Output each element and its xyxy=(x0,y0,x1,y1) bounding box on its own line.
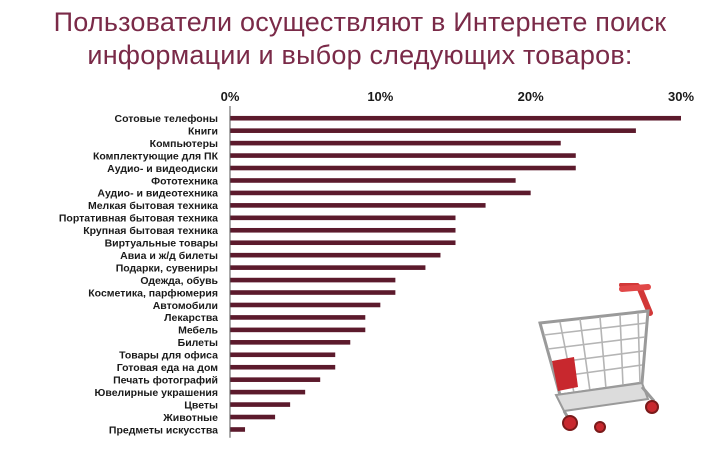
bar xyxy=(230,190,531,196)
category-label: Авиа и ж/д билеты xyxy=(120,250,218,262)
bar xyxy=(230,128,636,133)
category-label: Животные xyxy=(162,412,218,424)
category-label: Книги xyxy=(188,125,218,137)
bar xyxy=(230,315,366,320)
bar xyxy=(230,240,456,246)
bar xyxy=(230,340,351,345)
category-label: Компьютеры xyxy=(150,138,218,150)
bar xyxy=(230,389,306,395)
category-label: Крупная бытовая техника xyxy=(83,225,218,237)
category-label: Виртуальные товары xyxy=(105,238,218,250)
bar xyxy=(230,402,291,407)
bar xyxy=(230,215,456,221)
bar xyxy=(230,153,576,158)
bar xyxy=(230,140,561,146)
category-label: Печать фотографий xyxy=(113,374,218,386)
x-axis-ticks: 0% 10% 20% 30% xyxy=(221,89,695,104)
category-label: Аудио- и видеотехника xyxy=(97,188,218,200)
category-label: Подарки, сувениры xyxy=(116,262,218,274)
category-labels: Сотовые телефоныКнигиКомпьютерыКомплекту… xyxy=(59,113,219,436)
bar xyxy=(230,203,486,208)
x-tick-label: 10% xyxy=(367,89,393,104)
bar xyxy=(230,227,456,233)
x-tick-label: 30% xyxy=(668,89,694,104)
category-label: Цветы xyxy=(184,399,218,411)
category-label: Предметы искусства xyxy=(109,424,218,436)
category-label: Портативная бытовая техника xyxy=(59,213,218,225)
page-title: Пользователи осуществляют в Интернете по… xyxy=(0,6,720,72)
category-label: Готовая еда на дом xyxy=(117,362,219,374)
category-label: Мелкая бытовая техника xyxy=(88,200,218,212)
bars xyxy=(230,115,681,432)
bar xyxy=(230,290,396,295)
x-tick-label: 0% xyxy=(221,89,240,104)
title-line-2: информации и выбор следующих товаров: xyxy=(87,40,633,70)
category-label: Мебель xyxy=(178,325,218,337)
bar xyxy=(230,302,381,308)
bar xyxy=(230,277,396,283)
bar xyxy=(230,265,426,270)
category-label: Автомобили xyxy=(153,300,218,312)
bar xyxy=(230,427,246,432)
category-label: Ювелирные украшения xyxy=(95,387,218,399)
category-label: Аудио- и видеодиски xyxy=(107,163,218,175)
bar xyxy=(230,115,681,121)
category-label: Сотовые телефоны xyxy=(115,113,218,125)
bar xyxy=(230,414,276,420)
category-label: Билеты xyxy=(178,337,218,349)
category-label: Одежда, обувь xyxy=(140,275,218,287)
category-label: Комплектующие для ПК xyxy=(93,150,219,162)
category-label: Лекарства xyxy=(164,312,218,324)
bar xyxy=(230,364,336,370)
title-line-1: Пользователи осуществляют в Интернете по… xyxy=(53,7,667,37)
x-tick-label: 20% xyxy=(518,89,544,104)
shopping-cart-icon xyxy=(538,283,659,433)
category-label: Косметика, парфюмерия xyxy=(88,287,218,299)
category-label: Товары для офиса xyxy=(119,350,218,362)
category-label: Фототехника xyxy=(151,175,218,187)
bar xyxy=(230,165,576,171)
bar xyxy=(230,352,336,358)
bar xyxy=(230,252,441,258)
bar xyxy=(230,327,366,333)
bar xyxy=(230,178,516,183)
bar xyxy=(230,377,321,382)
